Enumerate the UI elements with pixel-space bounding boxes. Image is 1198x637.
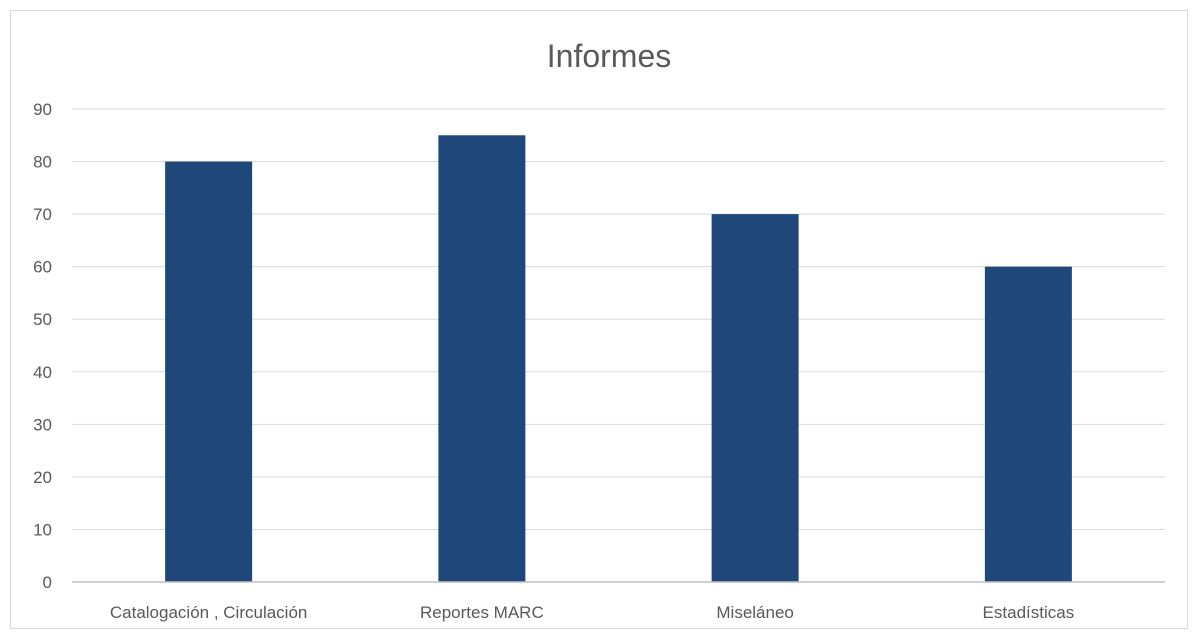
y-tick-label: 90 xyxy=(33,100,52,119)
y-tick-label: 0 xyxy=(43,573,52,592)
chart-title: Informes xyxy=(547,38,671,74)
y-tick-label: 80 xyxy=(33,153,52,172)
bar xyxy=(984,266,1072,582)
x-category-label: Estadísticas xyxy=(983,603,1075,622)
x-category-label: Catalogación , Circulación xyxy=(110,603,308,622)
x-category-label: Reportes MARC xyxy=(420,603,544,622)
y-tick-label: 70 xyxy=(33,205,52,224)
gridlines xyxy=(72,108,1165,530)
bar xyxy=(711,214,799,582)
bar xyxy=(438,135,526,582)
y-tick-label: 10 xyxy=(33,520,52,539)
x-category-label: Miseláneo xyxy=(716,603,794,622)
bar xyxy=(165,161,253,583)
y-tick-label: 30 xyxy=(33,415,52,434)
y-tick-label: 60 xyxy=(33,258,52,277)
y-tick-label: 40 xyxy=(33,363,52,382)
bars xyxy=(165,135,1072,583)
axis-labels: 0 10 20 30 40 50 60 70 80 90 Catalogación , Circul… xyxy=(33,100,1074,622)
y-tick-label: 20 xyxy=(33,468,52,487)
y-tick-label: 50 xyxy=(33,310,52,329)
